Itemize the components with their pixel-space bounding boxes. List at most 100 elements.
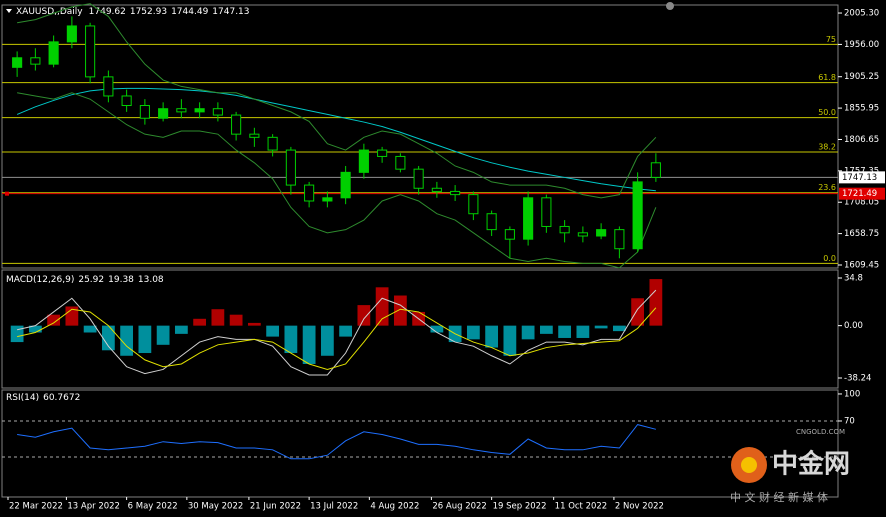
histogram-bar: [357, 305, 371, 326]
candle-body: [285, 149, 296, 186]
y-tick-label: 2005.30: [844, 9, 879, 19]
logo-dot: [741, 457, 757, 473]
candle-body: [559, 225, 570, 234]
candle-body: [322, 197, 333, 202]
x-tick-label: 13 Apr 2022: [67, 502, 120, 512]
readout: 1752.93: [130, 7, 167, 17]
candle-body: [377, 149, 388, 157]
candle-body: [596, 229, 607, 237]
marker-dot: [5, 191, 9, 196]
macd-header: MACD(12,26,9) 25.92 19.38 13.08: [6, 275, 164, 285]
histogram-bar: [339, 325, 353, 337]
close-icon: [666, 2, 674, 10]
y-tick-label: 0.00: [844, 321, 863, 331]
candle-body: [450, 190, 461, 196]
candle-body: [212, 108, 223, 116]
price-frame: [1, 4, 839, 269]
panel-frames: [1, 4, 839, 498]
histogram-bar: [612, 325, 626, 332]
readout: 1749.62: [89, 7, 126, 17]
candle-body: [632, 181, 643, 250]
x-tick-label: 6 May 2022: [128, 502, 178, 512]
candle-body: [650, 162, 661, 178]
watermark: 中金网 CNGOLD.COM 中 文 财 经 新 媒 体: [730, 428, 850, 504]
candle-body: [267, 136, 278, 151]
price-title: XAUUSD,,Daily: [16, 7, 83, 17]
candle-body: [12, 57, 23, 68]
fib-label: 75: [826, 35, 836, 44]
histogram-bar: [393, 295, 407, 326]
histogram-bar: [266, 325, 280, 337]
marker-box: [839, 187, 885, 200]
candle-body: [66, 25, 77, 43]
histogram-bar: [503, 325, 517, 356]
candle-body: [85, 25, 96, 78]
histogram-bar: [320, 325, 334, 356]
candle-body: [231, 114, 242, 135]
histogram-bar: [485, 325, 499, 348]
readout: 19.38: [108, 275, 134, 285]
y-tick-label: 1708.05: [844, 198, 879, 208]
histogram-bar: [375, 287, 389, 326]
x-tick-label: 4 Aug 2022: [370, 502, 419, 512]
macd-title: MACD(12,26,9): [6, 275, 74, 285]
y-tick-label: 1956.00: [844, 40, 879, 50]
candle-body: [48, 41, 59, 65]
histogram-bar: [558, 325, 572, 338]
macd-frame: [1, 269, 839, 389]
fib-label: 0.0: [823, 254, 836, 263]
histogram-bar: [430, 325, 444, 333]
y-tick-label: 1806.65: [844, 135, 879, 145]
candle-body: [358, 149, 369, 173]
y-tick-label: 1757.35: [844, 166, 879, 176]
x-tick-label: 21 Jun 2022: [250, 502, 301, 512]
line: [17, 92, 657, 269]
y-tick-label: 70: [844, 416, 855, 426]
site-text: CNGOLD.COM: [796, 428, 845, 436]
readout: 25.92: [78, 275, 104, 285]
y-tick-label: 1609.45: [844, 260, 879, 270]
y-tick-label: 1905.25: [844, 72, 879, 82]
line: [16, 87, 656, 192]
histogram-bar: [229, 314, 243, 326]
histogram-bar: [631, 298, 645, 326]
histogram-bar: [539, 325, 553, 334]
fib-label: 38.2: [818, 142, 836, 151]
candle-body: [121, 95, 132, 107]
histogram-bar: [174, 325, 188, 334]
fib-label: 61.8: [818, 73, 836, 82]
histogram-bar: [156, 325, 170, 345]
rsi-title: RSI(14): [6, 393, 39, 403]
x-tick-label: 30 May 2022: [188, 502, 243, 512]
menu-icon: [6, 9, 12, 13]
candle-body: [541, 197, 552, 227]
candle-body: [30, 57, 41, 65]
histogram-bar: [521, 325, 535, 340]
candle-body: [577, 232, 588, 237]
logo-text: 中金网: [772, 449, 850, 480]
x-tick-label: 22 Mar 2022: [9, 502, 63, 512]
histogram-bar: [302, 325, 316, 364]
last-price-label: 1747.13: [842, 173, 877, 183]
marker-label: 1721.49: [842, 189, 877, 199]
histogram-bar: [193, 318, 207, 326]
histogram-bar: [10, 325, 24, 343]
histogram-bar: [284, 325, 298, 354]
y-tick-label: 100: [844, 389, 860, 399]
histogram-bar: [247, 322, 261, 326]
line: [17, 289, 657, 376]
histogram-bar: [211, 309, 225, 326]
readout: 60.7672: [43, 393, 80, 403]
line: [17, 424, 657, 460]
candle-body: [139, 105, 150, 119]
candle-body: [176, 108, 187, 113]
candle-body: [304, 184, 315, 202]
x-tick-label: 26 Aug 2022: [432, 502, 486, 512]
y-tick-label: 34.8: [844, 273, 863, 283]
histogram-bar: [101, 325, 115, 351]
rsi-header: RSI(14) 60.7672: [6, 393, 80, 403]
histogram-bar: [466, 325, 480, 340]
histogram-bar: [649, 279, 663, 326]
